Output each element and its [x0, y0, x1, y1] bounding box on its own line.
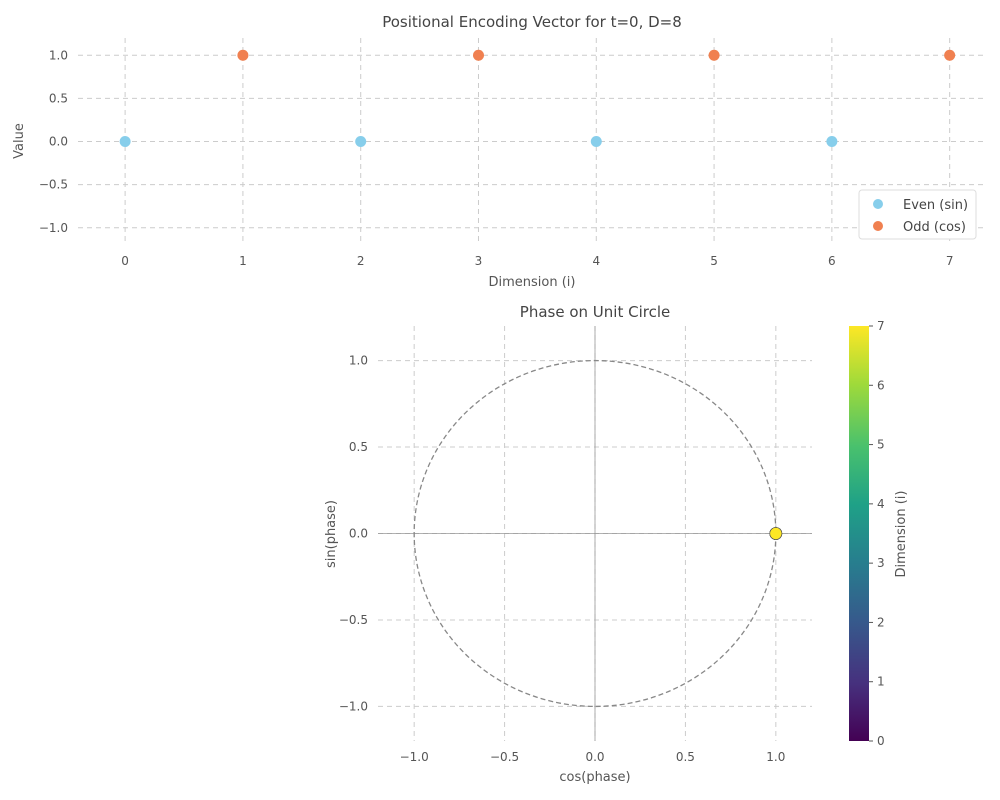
- even-sin-point: [826, 136, 838, 147]
- chart1-y-ticks: 1.0 0.5 0.0 −0.5 −1.0: [39, 48, 68, 235]
- chart2-y-tick-label: −0.5: [339, 613, 368, 627]
- colorbar-tick-label: 3: [877, 556, 885, 570]
- colorbar-ticks: 0 1 2 3 4 5 6 7: [869, 319, 885, 748]
- chart2-y-ticks: 1.0 0.5 0.0 −0.5 −1.0: [339, 354, 368, 714]
- chart2-y-tick-label: 0.5: [349, 440, 368, 454]
- legend-label-odd: Odd (cos): [903, 220, 966, 235]
- chart1-points: [119, 49, 956, 147]
- chart1-ylabel: Value: [12, 123, 27, 159]
- chart2-x-tick-label: −0.5: [490, 750, 519, 764]
- chart1-x-tick-label: 3: [475, 254, 483, 268]
- chart2-y-tick-label: −1.0: [339, 699, 368, 713]
- colorbar-tick-label: 1: [877, 675, 885, 689]
- unit-circle-chart: Phase on Unit Circle cos(phase) sin(phas…: [324, 303, 909, 785]
- chart1-x-tick-label: 0: [121, 254, 129, 268]
- chart1-y-tick-label: 1.0: [49, 48, 68, 62]
- phase-point: [769, 527, 783, 540]
- chart2-x-tick-label: 0.0: [585, 750, 604, 764]
- chart2-y-tick-label: 0.0: [349, 527, 368, 541]
- chart1-y-tick-label: −1.0: [39, 221, 68, 235]
- chart2-title: Phase on Unit Circle: [520, 303, 670, 321]
- colorbar-label: Dimension (i): [894, 491, 909, 578]
- chart2-y-tick-label: 1.0: [349, 354, 368, 368]
- chart2-x-tick-label: 1.0: [766, 750, 785, 764]
- chart1-y-tick-label: −0.5: [39, 178, 68, 192]
- colorbar-tick-label: 7: [877, 319, 885, 333]
- colorbar-tick-label: 5: [877, 438, 885, 452]
- encoding-vector-chart: Positional Encoding Vector for t=0, D=8 …: [12, 13, 985, 290]
- legend-marker-odd: [873, 221, 883, 231]
- odd-cos-point: [237, 49, 249, 61]
- chart1-x-ticks: 0 1 2 3 4 5 6 7: [121, 254, 953, 268]
- chart2-points: [769, 527, 783, 540]
- chart2-xlabel: cos(phase): [559, 770, 630, 785]
- chart1-x-tick-label: 5: [710, 254, 718, 268]
- even-sin-point: [119, 136, 131, 147]
- legend-label-even: Even (sin): [903, 198, 968, 213]
- chart1-x-tick-label: 1: [239, 254, 247, 268]
- legend-marker-even: [873, 199, 883, 209]
- chart1-y-tick-label: 0.0: [49, 135, 68, 149]
- chart1-legend: Even (sin) Odd (cos): [858, 189, 977, 240]
- odd-cos-point: [472, 49, 484, 61]
- colorbar-gradient: [849, 326, 869, 741]
- chart2-x-tick-label: −1.0: [400, 750, 429, 764]
- even-sin-point: [355, 136, 367, 147]
- colorbar-tick-label: 0: [877, 734, 885, 748]
- chart1-x-tick-label: 6: [828, 254, 836, 268]
- colorbar-tick-label: 4: [877, 497, 885, 511]
- chart1-x-tick-label: 7: [946, 254, 954, 268]
- colorbar: 0 1 2 3 4 5 6 7 Dimension (i): [849, 319, 909, 748]
- odd-cos-point: [708, 49, 720, 61]
- odd-cos-point: [944, 49, 956, 61]
- chart2-ylabel: sin(phase): [324, 500, 339, 568]
- chart2-grid: [378, 326, 812, 741]
- even-sin-point: [590, 136, 602, 147]
- chart1-x-tick-label: 2: [357, 254, 365, 268]
- colorbar-tick-label: 2: [877, 615, 885, 629]
- legend-box: [858, 189, 977, 240]
- chart1-y-tick-label: 0.5: [49, 91, 68, 105]
- chart1-title: Positional Encoding Vector for t=0, D=8: [382, 13, 682, 31]
- chart2-x-ticks: −1.0 −0.5 0.0 0.5 1.0: [400, 750, 786, 764]
- colorbar-tick-label: 6: [877, 378, 885, 392]
- chart1-x-tick-label: 4: [592, 254, 600, 268]
- chart2-x-tick-label: 0.5: [676, 750, 695, 764]
- chart1-xlabel: Dimension (i): [489, 275, 576, 290]
- chart1-grid: [78, 38, 985, 245]
